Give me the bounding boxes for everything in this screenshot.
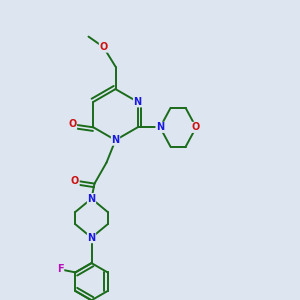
Text: O: O <box>192 122 200 132</box>
Text: F: F <box>57 264 64 274</box>
Text: N: N <box>156 122 164 132</box>
Text: N: N <box>87 194 96 204</box>
Text: N: N <box>87 232 96 243</box>
Text: O: O <box>68 119 76 129</box>
Text: N: N <box>111 135 120 145</box>
Text: O: O <box>99 42 108 52</box>
Text: N: N <box>134 97 142 107</box>
Text: O: O <box>71 176 79 186</box>
